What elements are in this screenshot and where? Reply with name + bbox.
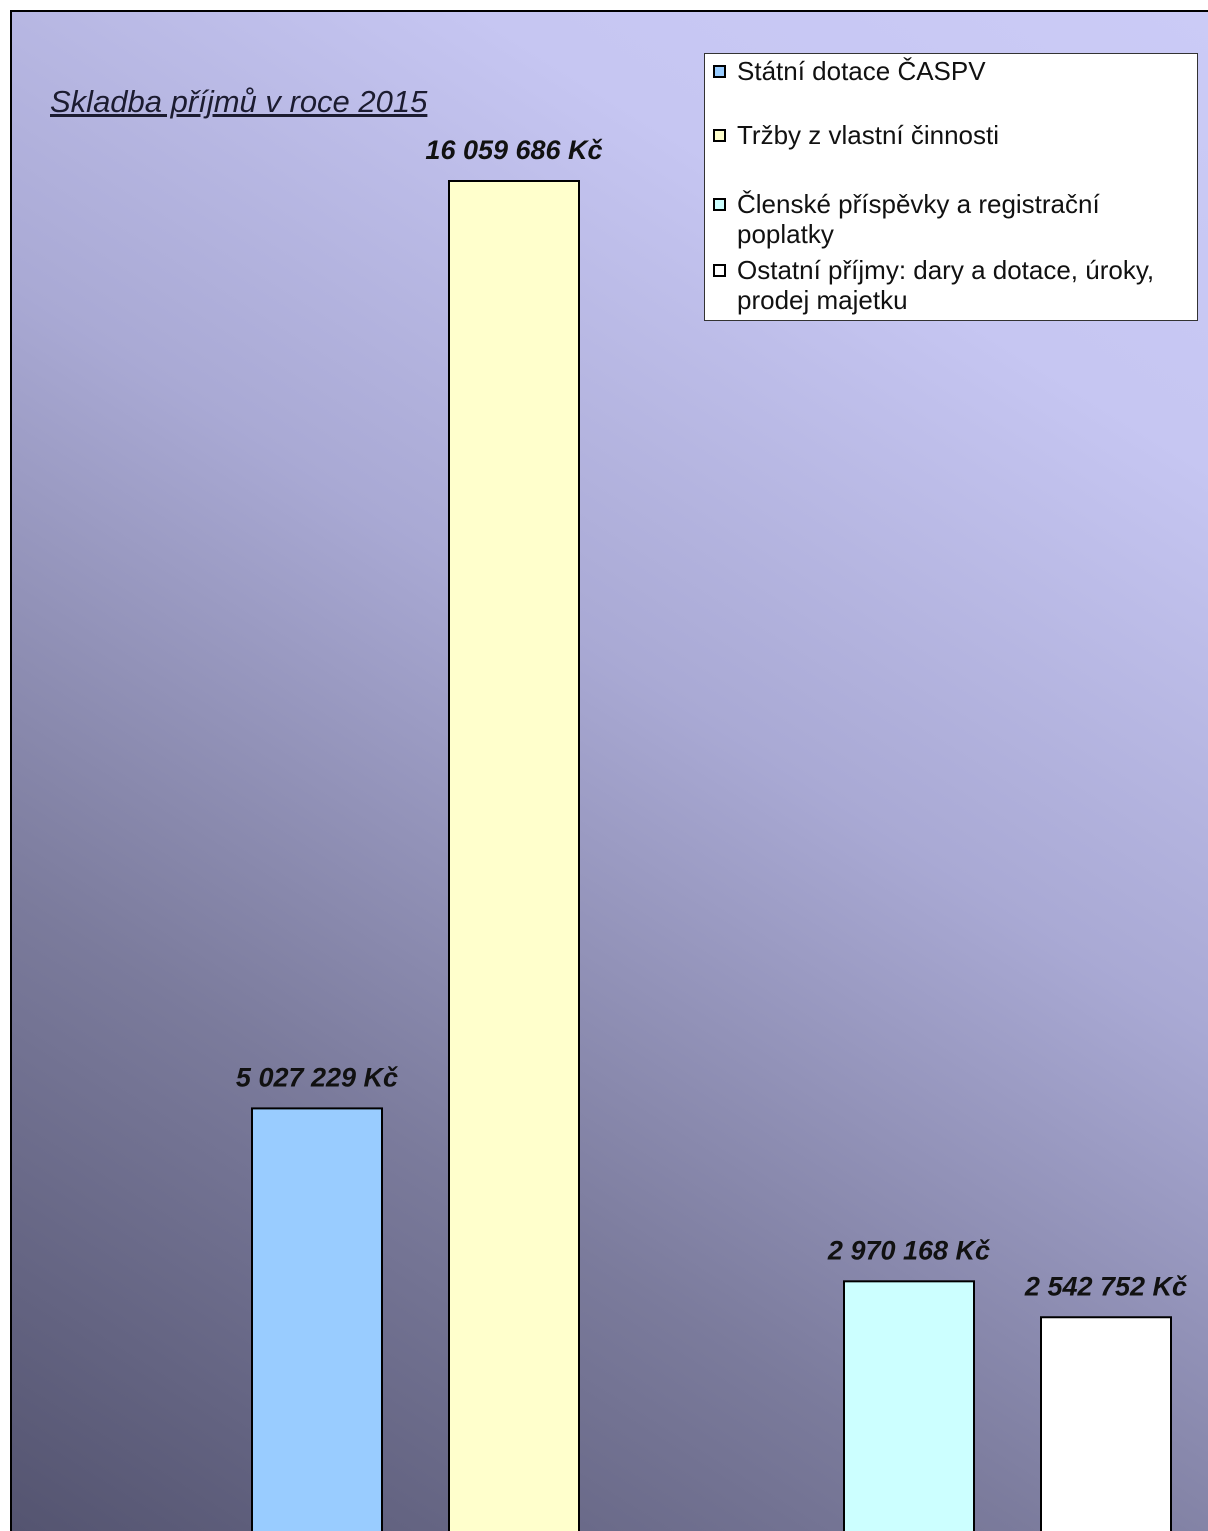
legend-label-3: Členské příspěvky a registrační poplatky — [737, 189, 1100, 249]
legend-item-statni-dotace: Státní dotace ČASPV — [713, 56, 1187, 86]
legend-item-trzby: Tržby z vlastní činnosti — [713, 120, 1187, 150]
legend-swatch-3 — [713, 198, 726, 211]
chart-frame: 5 027 229 Kč 16 059 686 Kč 2 970 168 Kč 2 5… — [10, 10, 1208, 1531]
bar-clenske-prispevky — [843, 1280, 975, 1531]
bar-value-label-ostatni-prijmy: 2 542 752 Kč — [1024, 1271, 1187, 1301]
legend-label-2: Tržby z vlastní činnosti — [737, 120, 1000, 150]
bar-value-label-statni-dotace: 5 027 229 Kč — [236, 1062, 398, 1092]
legend: Státní dotace ČASPV Tržby z vlastní činn… — [704, 53, 1198, 321]
chart-plot: 5 027 229 Kč 16 059 686 Kč 2 970 168 Kč 2 5… — [236, 135, 1187, 1531]
legend-swatch-1 — [713, 65, 726, 78]
bar-value-label-clenske-prispevky: 2 970 168 Kč — [827, 1235, 990, 1265]
chart-title: Skladba příjmů v roce 2015 — [50, 84, 428, 119]
bar-ostatni-prijmy — [1040, 1316, 1172, 1531]
bar-statni-dotace — [251, 1107, 383, 1531]
legend-swatch-4 — [713, 264, 726, 277]
legend-item-clenske-prispevky: Členské příspěvky a registrační poplatky — [713, 189, 1187, 249]
bar-value-label-trzby: 16 059 686 Kč — [425, 135, 602, 165]
legend-label-4: Ostatní příjmy: dary a dotace, úroky, pr… — [737, 255, 1155, 315]
legend-label-1: Státní dotace ČASPV — [737, 56, 986, 86]
legend-item-ostatni-prijmy: Ostatní příjmy: dary a dotace, úroky, pr… — [713, 255, 1187, 315]
bar-trzby — [448, 180, 580, 1531]
legend-swatch-2 — [713, 129, 726, 142]
